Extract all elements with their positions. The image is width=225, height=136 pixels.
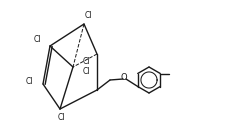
Text: Cl: Cl <box>33 35 41 44</box>
Text: Cl: Cl <box>57 114 65 123</box>
Text: Cl: Cl <box>82 67 90 76</box>
Text: O: O <box>121 73 127 83</box>
Text: Cl: Cl <box>82 58 90 67</box>
Text: Cl: Cl <box>84 10 92 19</box>
Text: Cl: Cl <box>25 78 33 86</box>
